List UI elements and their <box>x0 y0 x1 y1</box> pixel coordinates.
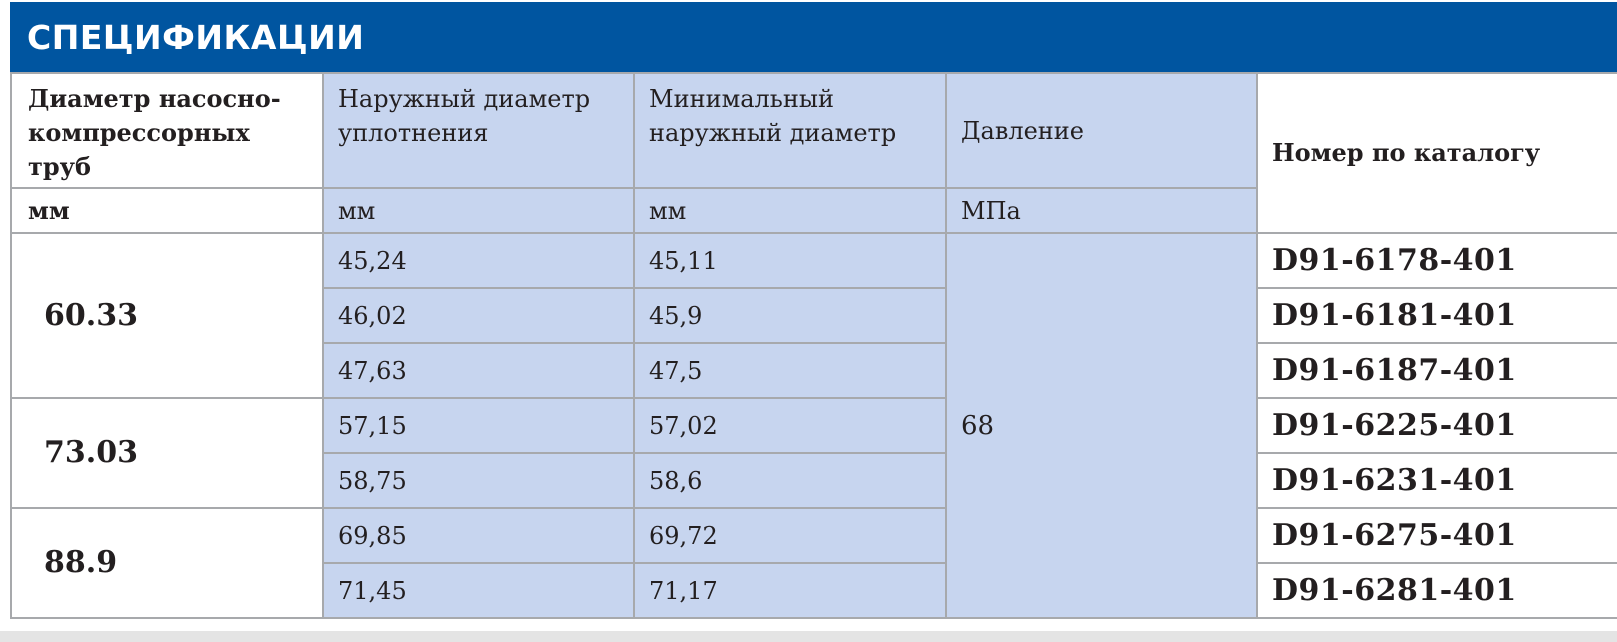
tubing-diameter-cell: 88.9 <box>10 507 324 619</box>
catalog-number-cell: D91-6187-401 <box>1256 342 1617 399</box>
catalog-number-cell: D91-6225-401 <box>1256 397 1617 454</box>
seal-od-cell: 46,02 <box>322 287 635 344</box>
spec-table: Диаметр насосно-компрессорных труб Наруж… <box>10 72 1617 619</box>
table-row: 60.33 45,24 45,11 68 D91-6178-401 <box>10 232 1617 619</box>
min-od-cell: 45,11 <box>633 232 947 289</box>
unit-min-od: мм <box>633 187 947 234</box>
catalog-number-cell: D91-6275-401 <box>1256 507 1617 564</box>
catalog-number-cell: D91-6181-401 <box>1256 287 1617 344</box>
unit-pressure: МПа <box>945 187 1258 234</box>
seal-od-cell: 69,85 <box>322 507 635 564</box>
seal-od-cell: 58,75 <box>322 452 635 509</box>
table-row: 58,75 58,6 D91-6231-401 <box>11 452 1617 509</box>
min-od-cell: 45,9 <box>633 287 947 344</box>
min-od-cell: 58,6 <box>633 452 947 509</box>
header-tubing-diameter: Диаметр насосно-компрессорных труб <box>10 72 324 189</box>
unit-tubing-diameter: мм <box>10 187 324 234</box>
min-od-cell: 71,17 <box>633 562 947 619</box>
spec-sheet: СПЕЦИФИКАЦИИ Диаметр насосно-компрессорн… <box>10 2 1617 642</box>
table-row: 88.9 69,85 69,72 D91-6275-401 <box>10 507 1617 619</box>
tubing-diameter-cell: 73.03 <box>10 397 324 509</box>
min-od-cell: 57,02 <box>633 397 947 454</box>
table-row: 46,02 45,9 D91-6181-401 <box>11 287 1617 344</box>
header-pressure: Давление <box>945 72 1258 189</box>
header-seal-od: Наружный диаметр уплотнения <box>322 72 635 189</box>
catalog-number-cell: D91-6231-401 <box>1256 452 1617 509</box>
title-bar: СПЕЦИФИКАЦИИ <box>10 2 1617 72</box>
min-od-cell: 47,5 <box>633 342 947 399</box>
pressure-cell: 68 <box>945 232 1258 619</box>
page-title: СПЕЦИФИКАЦИИ <box>27 17 365 57</box>
header-row: Диаметр насосно-компрессорных труб Наруж… <box>10 72 1617 234</box>
seal-od-cell: 71,45 <box>322 562 635 619</box>
catalog-number-cell: D91-6178-401 <box>1256 232 1617 289</box>
unit-seal-od: мм <box>322 187 635 234</box>
header-min-od: Минимальный наружный диаметр <box>633 72 947 189</box>
table-row: 71,45 71,17 D91-6281-401 <box>11 562 1617 619</box>
min-od-cell: 69,72 <box>633 507 947 564</box>
catalog-number-cell: D91-6281-401 <box>1256 562 1617 619</box>
header-catalog: Номер по каталогу <box>1256 72 1617 234</box>
seal-od-cell: 45,24 <box>322 232 635 289</box>
tubing-diameter-cell: 60.33 <box>10 232 324 399</box>
table-row: 47,63 47,5 D91-6187-401 <box>11 342 1617 399</box>
units-row: мм мм мм МПа <box>10 187 1617 234</box>
seal-od-cell: 57,15 <box>322 397 635 454</box>
table-row: 73.03 57,15 57,02 D91-6225-401 <box>10 397 1617 509</box>
seal-od-cell: 47,63 <box>322 342 635 399</box>
bottom-band <box>0 631 1617 642</box>
